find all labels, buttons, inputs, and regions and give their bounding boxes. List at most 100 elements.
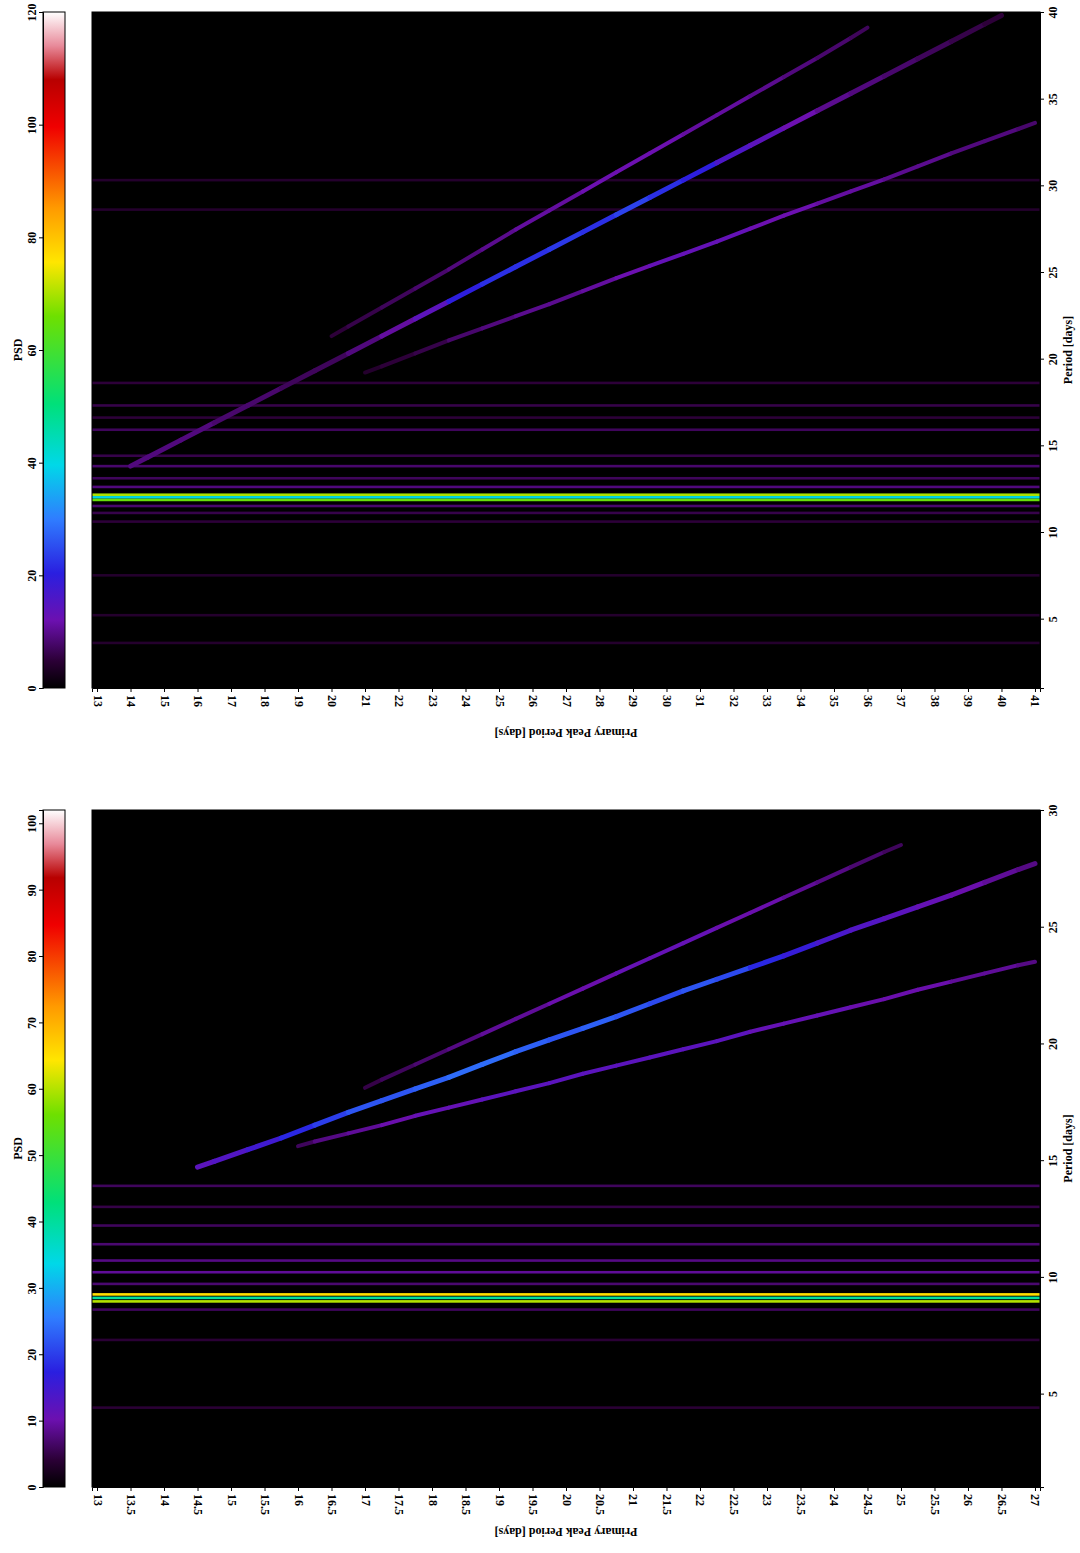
x-tick-mark xyxy=(867,688,868,692)
y-tick: 15 xyxy=(1040,1155,1060,1167)
x-tick: 39 xyxy=(961,688,975,707)
colorbar-tick-mark xyxy=(39,1222,43,1223)
ridge-segment xyxy=(851,28,868,38)
x-tick: 20 xyxy=(325,688,339,707)
x-tick-label: 40 xyxy=(995,695,1009,707)
ridge-segment xyxy=(650,134,683,153)
x-tick-label: 24.5 xyxy=(861,1494,875,1515)
x-tick: 15 xyxy=(225,1487,239,1506)
x-tick-label: 14 xyxy=(158,1494,172,1506)
x-tick: 26 xyxy=(526,688,540,707)
ridge-segment xyxy=(583,278,616,291)
y-axis: 510152025303540 xyxy=(1040,7,1060,689)
colorbar-tick-label: 0 xyxy=(25,686,39,692)
colorbar-tick-mark xyxy=(39,575,43,576)
x-tick: 37 xyxy=(894,688,908,707)
y-axis-title: Period [days] xyxy=(1061,1114,1075,1182)
x-tick: 23.5 xyxy=(794,1487,808,1515)
ridge-segment xyxy=(683,979,716,991)
x-tick: 26 xyxy=(961,1487,975,1506)
plot-frame xyxy=(92,810,1040,1487)
x-tick-label: 25.5 xyxy=(928,1494,942,1515)
y-tick-mark xyxy=(1040,359,1044,360)
x-tick-mark xyxy=(332,688,333,692)
ridge-segment xyxy=(516,1004,549,1019)
heatmap-cells xyxy=(92,15,1040,644)
ridge-segment xyxy=(784,882,817,897)
ridge-segment xyxy=(884,59,917,76)
ridge-segment xyxy=(817,38,850,58)
y-tick-label: 25 xyxy=(1046,267,1060,279)
ridge-segment xyxy=(650,1049,683,1057)
x-tick-label: 38 xyxy=(928,695,942,707)
colorbar-tick: 20 xyxy=(25,1349,43,1361)
colorbar-tick-label: 60 xyxy=(25,345,39,357)
ridge-segment xyxy=(817,1007,850,1015)
x-tick-mark xyxy=(198,688,199,692)
ridge xyxy=(365,123,1035,373)
ridge-segment xyxy=(583,973,616,988)
ridge-segment xyxy=(951,24,984,41)
y-tick-label: 5 xyxy=(1046,1391,1060,1397)
x-tick-label: 16 xyxy=(292,1494,306,1506)
colorbar-tick-label: 40 xyxy=(25,1216,39,1228)
x-tick-mark xyxy=(934,688,935,692)
x-tick-label: 29 xyxy=(626,695,640,707)
x-tick-mark xyxy=(834,688,835,692)
ridge-segment xyxy=(985,870,1018,883)
x-tick-label: 35 xyxy=(827,695,841,707)
colorbar-tick-mark xyxy=(39,1089,43,1090)
x-tick: 14 xyxy=(124,688,138,707)
ridge-segment xyxy=(348,336,381,353)
ridge-segment xyxy=(616,153,649,172)
x-tick: 16 xyxy=(191,688,205,707)
x-tick-label: 17 xyxy=(359,1494,373,1506)
y-tick-label: 5 xyxy=(1046,616,1060,622)
ridge-segment xyxy=(449,1099,482,1107)
x-tick: 34 xyxy=(794,688,808,707)
x-tick-label: 18 xyxy=(426,1494,440,1506)
x-tick: 30 xyxy=(660,688,674,707)
band xyxy=(92,1206,1040,1209)
x-tick-label: 22 xyxy=(392,695,406,707)
ridge-segment xyxy=(650,991,683,1004)
ridge-segment xyxy=(365,366,382,372)
plot-frame xyxy=(92,12,1040,688)
x-tick: 22 xyxy=(392,688,406,707)
ridge-segment xyxy=(750,77,783,96)
x-tick-label: 16.5 xyxy=(325,1494,339,1515)
ridge-segment xyxy=(348,1125,381,1133)
ridge-segment xyxy=(482,230,515,250)
ridge-segment xyxy=(214,405,247,422)
ridge-segment xyxy=(717,968,750,980)
y-tick-mark xyxy=(1040,532,1044,533)
colorbar-tick-label: 70 xyxy=(25,1017,39,1029)
x-tick: 18.5 xyxy=(459,1487,473,1515)
x-tick: 33 xyxy=(760,688,774,707)
x-tick-mark xyxy=(533,1487,534,1491)
y-tick-label: 30 xyxy=(1046,805,1060,817)
x-tick: 24 xyxy=(459,688,473,707)
y-tick-mark xyxy=(1040,927,1044,928)
colorbar-tick-mark xyxy=(39,823,43,824)
x-tick-mark xyxy=(1001,688,1002,692)
y-tick: 30 xyxy=(1040,180,1060,192)
band xyxy=(92,1308,1040,1311)
ridge-segment xyxy=(415,1108,448,1116)
colorbar-tick: 100 xyxy=(25,815,43,833)
y-tick: 35 xyxy=(1040,93,1060,105)
y-tick-mark xyxy=(1040,185,1044,186)
colorbar-tick: 50 xyxy=(25,1150,43,1162)
x-tick: 41 xyxy=(1028,688,1042,707)
band xyxy=(92,1300,1040,1303)
colorbar-axis: 0102030405060708090100 xyxy=(25,811,44,1491)
ridge-segment xyxy=(851,919,884,931)
ridge-segment xyxy=(650,943,683,958)
x-tick-label: 18.5 xyxy=(459,1494,473,1515)
x-tick: 15.5 xyxy=(258,1487,272,1515)
colorbar-tick: 70 xyxy=(25,1017,43,1029)
ridge-segment xyxy=(683,928,716,943)
ridge xyxy=(298,962,1035,1146)
x-tick-mark xyxy=(968,1487,969,1491)
x-tick-label: 17.5 xyxy=(392,1494,406,1515)
